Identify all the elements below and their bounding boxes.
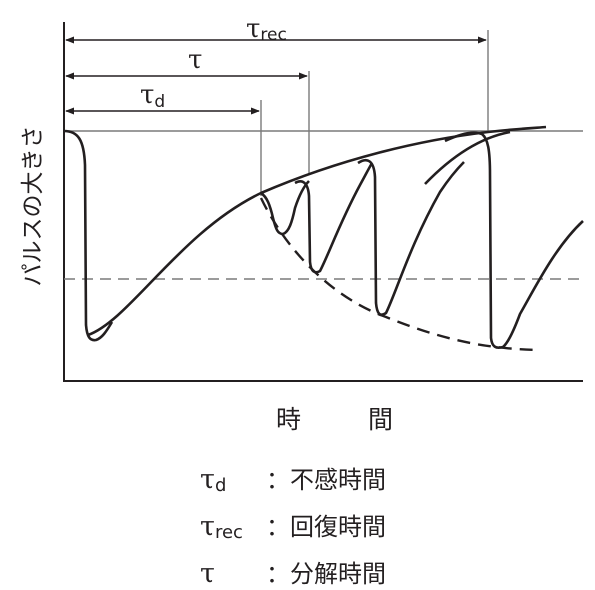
pulse-3 bbox=[294, 162, 374, 274]
x-axis-label-1: 時 bbox=[276, 405, 301, 434]
legend-tau-rec-symbol: τrec bbox=[200, 511, 243, 543]
tau-rec-label: τrec bbox=[246, 14, 287, 45]
legend-tau-rec-text: ：回復時間 bbox=[266, 513, 386, 541]
recovery-curve bbox=[87, 125, 547, 337]
first-pulse bbox=[63, 129, 114, 342]
tau-label: τ bbox=[188, 45, 202, 75]
pulse-4 bbox=[357, 158, 465, 316]
tau-d-label: τd bbox=[140, 80, 165, 112]
legend-tau-d-symbol: τd bbox=[200, 464, 226, 496]
legend-tau-text: ：分解時間 bbox=[266, 560, 386, 588]
y-axis-label: パルスの大きさ bbox=[20, 126, 46, 287]
legend-tau-symbol: τ bbox=[200, 558, 215, 589]
dead-time-envelope bbox=[259, 197, 541, 352]
legend-tau-d-text: ：不感時間 bbox=[266, 466, 386, 494]
pulse-6 bbox=[424, 130, 511, 185]
x-axis-label-2: 間 bbox=[368, 405, 393, 434]
pulse-5 bbox=[444, 131, 584, 350]
legend: τd ：不感時間 τrec ：回復時間 τ ：分解時間 bbox=[200, 464, 386, 589]
